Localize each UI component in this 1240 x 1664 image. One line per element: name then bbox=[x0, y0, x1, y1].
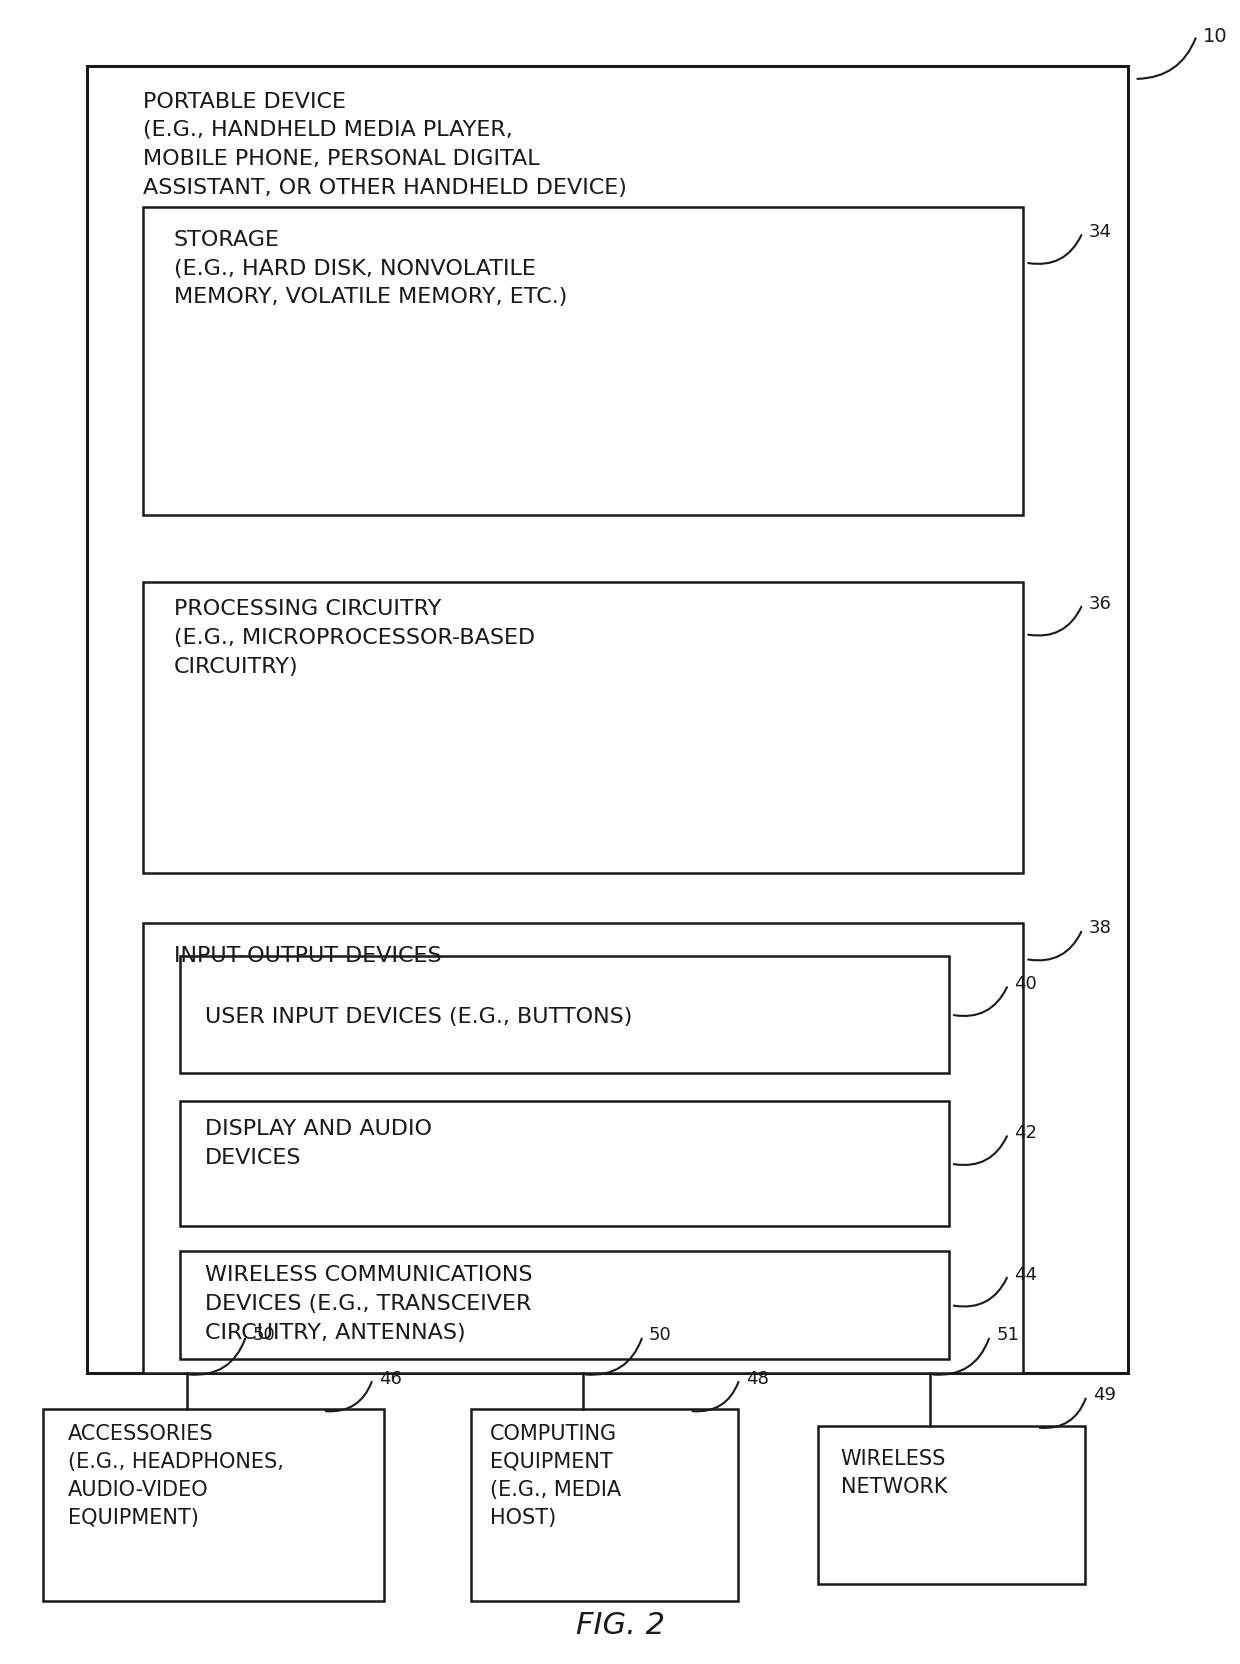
Text: 46: 46 bbox=[379, 1369, 402, 1386]
Text: 50: 50 bbox=[649, 1326, 672, 1343]
Bar bbox=[180, 1102, 949, 1226]
Bar bbox=[143, 208, 1023, 516]
Text: USER INPUT DEVICES (E.G., BUTTONS): USER INPUT DEVICES (E.G., BUTTONS) bbox=[205, 1007, 632, 1027]
Text: INPUT-OUTPUT DEVICES: INPUT-OUTPUT DEVICES bbox=[174, 945, 441, 965]
Bar bbox=[143, 582, 1023, 874]
Text: 44: 44 bbox=[1014, 1265, 1038, 1283]
Bar bbox=[471, 1409, 738, 1601]
Text: FIG. 2: FIG. 2 bbox=[575, 1611, 665, 1639]
Text: ACCESSORIES
(E.G., HEADPHONES,
AUDIO-VIDEO
EQUIPMENT): ACCESSORIES (E.G., HEADPHONES, AUDIO-VID… bbox=[68, 1423, 284, 1526]
Bar bbox=[87, 67, 1128, 1373]
Text: 10: 10 bbox=[1203, 27, 1228, 47]
Text: 49: 49 bbox=[1092, 1386, 1116, 1403]
Text: DISPLAY AND AUDIO
DEVICES: DISPLAY AND AUDIO DEVICES bbox=[205, 1118, 432, 1166]
Text: STORAGE
(E.G., HARD DISK, NONVOLATILE
MEMORY, VOLATILE MEMORY, ETC.): STORAGE (E.G., HARD DISK, NONVOLATILE ME… bbox=[174, 230, 567, 308]
Bar bbox=[818, 1426, 1085, 1584]
Text: 38: 38 bbox=[1089, 919, 1111, 937]
Text: WIRELESS
NETWORK: WIRELESS NETWORK bbox=[841, 1448, 947, 1496]
Bar bbox=[143, 924, 1023, 1373]
Text: PROCESSING CIRCUITRY
(E.G., MICROPROCESSOR-BASED
CIRCUITRY): PROCESSING CIRCUITRY (E.G., MICROPROCESS… bbox=[174, 599, 534, 677]
Bar bbox=[43, 1409, 384, 1601]
Text: PORTABLE DEVICE
(E.G., HANDHELD MEDIA PLAYER,
MOBILE PHONE, PERSONAL DIGITAL
ASS: PORTABLE DEVICE (E.G., HANDHELD MEDIA PL… bbox=[143, 92, 626, 198]
Text: 42: 42 bbox=[1014, 1123, 1038, 1142]
Text: 51: 51 bbox=[996, 1326, 1019, 1343]
Bar bbox=[180, 957, 949, 1073]
Text: 50: 50 bbox=[253, 1326, 275, 1343]
Text: 36: 36 bbox=[1089, 594, 1111, 612]
Bar bbox=[180, 1251, 949, 1359]
Text: 40: 40 bbox=[1014, 975, 1037, 992]
Text: WIRELESS COMMUNICATIONS
DEVICES (E.G., TRANSCEIVER
CIRCUITRY, ANTENNAS): WIRELESS COMMUNICATIONS DEVICES (E.G., T… bbox=[205, 1265, 532, 1343]
Text: COMPUTING
EQUIPMENT
(E.G., MEDIA
HOST): COMPUTING EQUIPMENT (E.G., MEDIA HOST) bbox=[490, 1423, 621, 1526]
Text: 48: 48 bbox=[745, 1369, 769, 1386]
Text: 34: 34 bbox=[1089, 223, 1112, 241]
